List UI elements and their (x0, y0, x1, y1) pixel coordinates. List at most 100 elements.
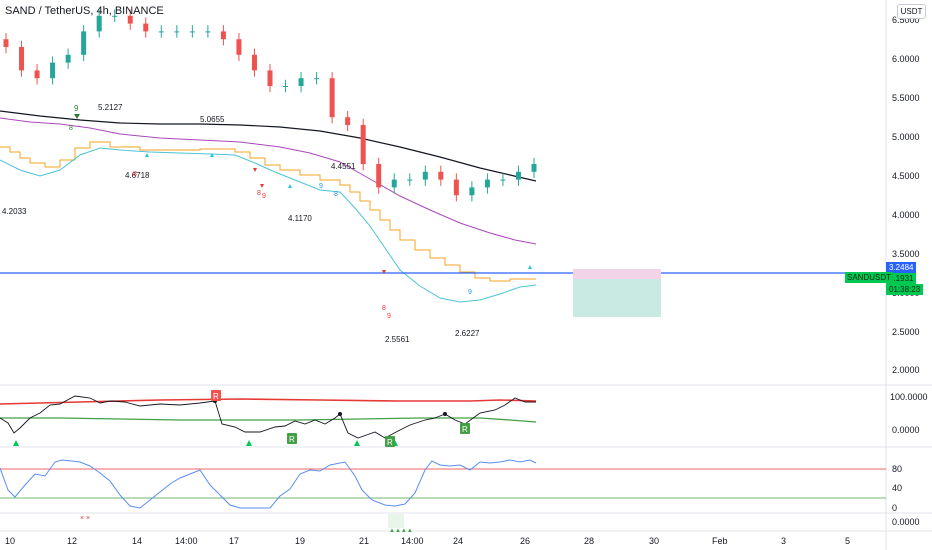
signal-label: R (289, 435, 295, 444)
currency-badge[interactable]: USDT (897, 4, 926, 19)
candle-body[interactable] (174, 31, 180, 33)
time-label: 3 (781, 536, 786, 546)
time-axis[interactable]: 10 12 14 14:00 17 19 21 14:00 24 26 28 3… (5, 536, 850, 546)
candle-body[interactable] (143, 23, 149, 32)
candle-body[interactable] (158, 31, 164, 33)
up-arrow-icon (288, 184, 292, 188)
candle-body[interactable] (220, 31, 226, 40)
time-label: 14 (132, 536, 142, 546)
price-annotations: 5.2127 5.0655 4.6718 4.2033 4.1170 4.455… (2, 103, 480, 344)
price-annotation: 4.1170 (288, 214, 312, 223)
price-scale[interactable]: 6.5000 6.0000 5.5000 5.0000 4.5000 4.000… (892, 15, 920, 375)
fast-ma-line (0, 147, 537, 303)
candles-group[interactable] (3, 9, 537, 202)
long-ma-line (0, 110, 537, 182)
candle-body[interactable] (314, 78, 320, 80)
signal-box (385, 436, 395, 447)
time-label: 28 (584, 536, 594, 546)
stop-zone-box[interactable] (573, 279, 661, 317)
candle-body[interactable] (205, 31, 211, 33)
time-label: 21 (359, 536, 369, 546)
td-arrow-icon (74, 114, 80, 119)
candle-body[interactable] (469, 187, 475, 196)
price-annotation: 4.2033 (2, 207, 27, 216)
target-zone-box[interactable] (573, 269, 661, 279)
candle-body[interactable] (34, 70, 40, 79)
td-count-label: 9 (319, 183, 323, 190)
candle-body[interactable] (298, 78, 304, 86)
signal-label: R (387, 438, 393, 447)
candle-body[interactable] (360, 125, 366, 164)
time-label: 19 (295, 536, 305, 546)
current-price-label: 3.1931 (886, 273, 917, 284)
price-tick: 4.5000 (892, 171, 920, 181)
td-count-label: 9 (468, 289, 472, 296)
up-arrow-icon (145, 153, 149, 157)
candle-body[interactable] (500, 179, 506, 181)
down-arrow-icon (253, 168, 257, 172)
signal-marker[interactable]: R (385, 436, 395, 447)
time-label: 10 (5, 536, 15, 546)
signal-arrows-icon: ▲▲▲▲ (389, 528, 413, 534)
symbol-title[interactable]: SAND / TetherUS, 4h, BINANCE (5, 5, 164, 17)
signal-label: R (462, 425, 468, 434)
td-count-label: 8 (133, 171, 137, 178)
down-arrow-icon (260, 184, 264, 188)
candle-body[interactable] (438, 171, 444, 180)
signal-marker[interactable]: R (460, 423, 470, 434)
price-tick: 6.5000 (892, 15, 920, 25)
candle-body[interactable] (189, 31, 195, 33)
candle-body[interactable] (65, 54, 71, 63)
candle-body[interactable] (96, 15, 102, 32)
osc-lower-band (0, 417, 537, 423)
price-tick: 4.0000 (892, 210, 920, 220)
down-arrow-icon (382, 270, 386, 274)
candle-body[interactable] (127, 15, 133, 24)
time-label: 26 (520, 536, 530, 546)
td-sequential-labels: 9 8 9 8 9 8 9 8 8 9 (69, 104, 532, 320)
candle-body[interactable] (236, 39, 242, 55)
candle-body[interactable] (267, 70, 273, 86)
time-label: 14:00 (175, 536, 198, 546)
candle-body[interactable] (283, 86, 289, 87)
candle-body[interactable] (531, 164, 537, 172)
indicator-tick: 0 (892, 503, 897, 513)
td-count-label: 8 (69, 125, 73, 132)
time-label: 5 (845, 536, 850, 546)
candle-body[interactable] (50, 62, 56, 79)
time-label: Feb (712, 536, 728, 546)
last-price-label: 3.2484 (886, 262, 917, 273)
time-label: 30 (649, 536, 659, 546)
signal-marker[interactable]: R (211, 390, 221, 401)
td-count-label: 9 (74, 104, 79, 113)
candle-body[interactable] (407, 179, 413, 181)
candle-body[interactable] (484, 179, 490, 188)
candle-body[interactable] (345, 117, 351, 125)
time-label: 24 (453, 536, 463, 546)
candle-body[interactable] (251, 54, 257, 71)
signal-box (287, 433, 297, 444)
td-count-label: 9 (262, 193, 266, 200)
candle-body[interactable] (422, 171, 428, 180)
candle-body[interactable] (81, 31, 87, 55)
candle-body[interactable] (112, 15, 118, 17)
price-annotation: 4.4551 (331, 162, 356, 171)
up-arrow-icon (528, 265, 532, 269)
candle-body[interactable] (3, 39, 9, 47)
indicator-tick: 40 (892, 483, 902, 493)
price-tick: 2.0000 (892, 365, 920, 375)
ticker-tag[interactable]: SANDUSDT (845, 272, 894, 283)
candle-body[interactable] (453, 179, 459, 196)
up-arrow-icon (210, 153, 214, 157)
signal-marker[interactable]: R (287, 433, 297, 444)
indicator-scale[interactable]: 100.0000 0.0000 80 40 0 0.0000 (890, 392, 928, 527)
candle-body[interactable] (329, 78, 335, 118)
candle-body[interactable] (515, 171, 521, 180)
candle-body[interactable] (19, 47, 25, 71)
candle-body[interactable] (391, 179, 397, 188)
indicator-tick: 100.0000 (890, 392, 928, 402)
signal-box (211, 390, 221, 401)
price-annotation: 5.0655 (200, 115, 225, 124)
candle-body[interactable] (376, 164, 382, 188)
